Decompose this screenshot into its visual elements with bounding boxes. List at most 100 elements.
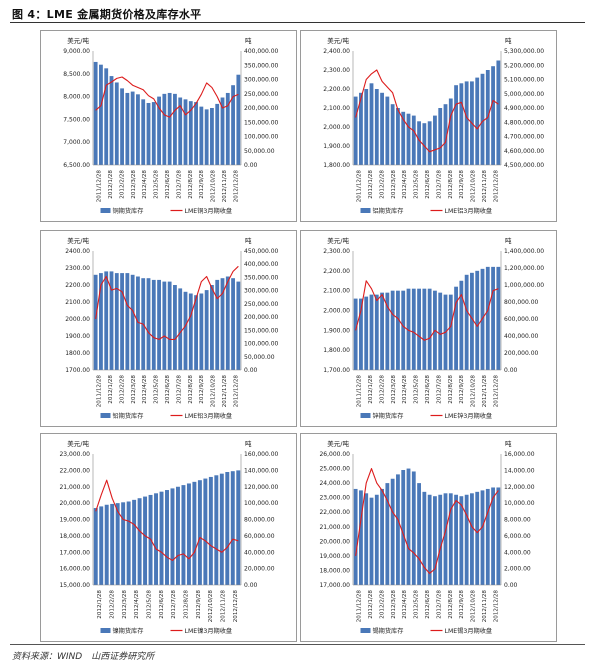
inventory-bar: [199, 106, 204, 165]
inventory-bar: [406, 468, 411, 585]
right-tick-label: 4,500,000.00: [504, 162, 544, 169]
inventory-bar: [422, 491, 427, 585]
inventory-bar: [204, 109, 209, 165]
inventory-bar: [380, 292, 384, 370]
right-tick-label: 160,000.00: [244, 451, 279, 458]
left-tick-label: 18,000.00: [319, 567, 350, 574]
x-tick-label: 2012/7/28: [176, 170, 182, 199]
inventory-bar: [396, 474, 400, 585]
right-tick-label: 50,000.00: [244, 354, 275, 361]
inventory-bar: [401, 111, 406, 165]
x-tick-label: 2012/12/28: [493, 170, 499, 203]
inventory-bar: [99, 506, 104, 585]
left-tick-label: 1,900.00: [323, 143, 350, 150]
inventory-bar: [364, 296, 369, 370]
left-tick-label: 7,500.00: [63, 116, 90, 123]
inventory-bar: [353, 298, 358, 370]
inventory-bar: [470, 272, 474, 370]
x-tick-label: 2012/1/28: [97, 590, 103, 619]
right-tick-label: 200,000.00: [244, 105, 279, 112]
inventory-bar: [104, 271, 109, 370]
right-tick-label: 6,000.00: [504, 533, 531, 540]
inventory-bar: [401, 290, 406, 370]
inventory-bar: [120, 273, 124, 370]
inventory-bar: [110, 503, 115, 585]
nickel-chart-panel: 美元/吨 吨 15,000.00 16,000.00 17,000.00 18,000.0…: [40, 433, 297, 642]
inventory-bar: [475, 491, 480, 585]
right-tick-label: 80,000.00: [244, 517, 275, 524]
left-tick-label: 2,000.00: [323, 308, 350, 315]
left-tick-label: 2,300.00: [323, 248, 350, 255]
x-tick-label: 2012/9/28: [459, 170, 465, 199]
inventory-bar: [167, 281, 172, 370]
x-tick-label: 2012/3/28: [122, 590, 128, 619]
x-tick-label: 2012/7/28: [436, 375, 442, 404]
right-tick-label: 140,000.00: [244, 467, 279, 474]
right-tick-label: 400,000.00: [504, 333, 539, 340]
inventory-bar: [422, 123, 427, 165]
right-tick-label: 800,000.00: [504, 299, 539, 306]
right-tick-label: 400,000.00: [244, 48, 279, 55]
left-tick-label: 1700.00: [65, 367, 90, 374]
x-tick-label: 2012/1/28: [368, 375, 374, 404]
left-tick-label: 17,000.00: [59, 549, 90, 556]
inventory-bar: [151, 102, 156, 165]
inventory-bar: [459, 280, 464, 370]
inventory-bar: [364, 493, 369, 585]
lead-chart-panel: 美元/吨 吨 1700.00 1800.00 1900.00 2000.00 2100.00…: [40, 230, 297, 427]
right-tick-label: 2,000.00: [504, 566, 531, 573]
left-tick-label: 2,200.00: [323, 86, 350, 93]
inventory-bar: [151, 279, 156, 370]
footer-divider: [10, 644, 585, 645]
inventory-bar: [396, 290, 400, 370]
left-tick-label: 2,000.00: [323, 124, 350, 131]
inventory-bar: [157, 96, 161, 165]
x-tick-label: 2012/11/28: [482, 590, 488, 623]
inventory-bar: [230, 471, 235, 585]
left-tick-label: 8,000.00: [63, 94, 90, 101]
x-tick-label: 2012/8/28: [448, 590, 454, 619]
x-tick-label: 2012/4/28: [402, 590, 408, 619]
right-tick-label: 14,000.00: [504, 467, 535, 474]
left-tick-label: 2,400.00: [323, 48, 350, 55]
left-tick-label: 20,000.00: [59, 500, 90, 507]
inventory-bar: [448, 294, 453, 370]
right-unit-label: 吨: [505, 36, 512, 45]
inventory-bar: [126, 501, 131, 585]
inventory-bar: [359, 490, 363, 585]
right-tick-label: 10,000.00: [504, 500, 535, 507]
right-unit-label: 吨: [505, 439, 512, 448]
x-tick-label: 2012/8/28: [188, 375, 194, 404]
left-unit-label: 美元/吨: [327, 439, 349, 448]
lead-chart: 美元/吨 吨 1700.00 1800.00 1900.00 2000.00 2100.00…: [65, 236, 278, 420]
price-line: [355, 468, 499, 574]
legend-line-label: LME铅3月期收盘: [185, 412, 233, 420]
left-tick-label: 2400.00: [65, 248, 90, 255]
inventory-bar: [390, 104, 395, 165]
x-tick-label: 2012/5/28: [414, 375, 420, 404]
inventory-bar: [236, 281, 241, 370]
inventory-bar: [197, 480, 202, 585]
zinc-chart-panel: 美元/吨 吨 1,700.00 1,800.00 1,900.00 2,000.00 2,1…: [300, 230, 557, 427]
right-tick-label: 0.00: [504, 582, 518, 589]
left-tick-label: 20,000.00: [319, 538, 350, 545]
x-tick-label: 2012/12/28: [493, 590, 499, 623]
x-tick-label: 2012/2/28: [119, 170, 125, 199]
left-tick-label: 1800.00: [65, 350, 90, 357]
inventory-bar: [173, 285, 177, 370]
legend-bar-swatch: [100, 628, 111, 633]
inventory-bar: [427, 288, 432, 370]
x-tick-label: 2012/1/28: [108, 170, 114, 199]
left-tick-label: 16,000.00: [59, 566, 90, 573]
x-tick-label: 2012/4/28: [134, 590, 140, 619]
left-unit-label: 美元/吨: [67, 36, 89, 45]
inventory-bar: [411, 288, 416, 370]
source-note: 资料来源：WIND 山西证券研究所: [12, 652, 155, 662]
inventory-bar: [427, 121, 432, 165]
inventory-bar: [186, 483, 191, 585]
right-unit-label: 吨: [245, 439, 252, 448]
tin-chart: 美元/吨 吨 17,000.00 18,000.00 19,000.00 20,000.0…: [319, 439, 535, 635]
inventory-bar: [485, 266, 490, 370]
inventory-bar: [215, 279, 220, 370]
inventory-bar: [454, 494, 458, 585]
